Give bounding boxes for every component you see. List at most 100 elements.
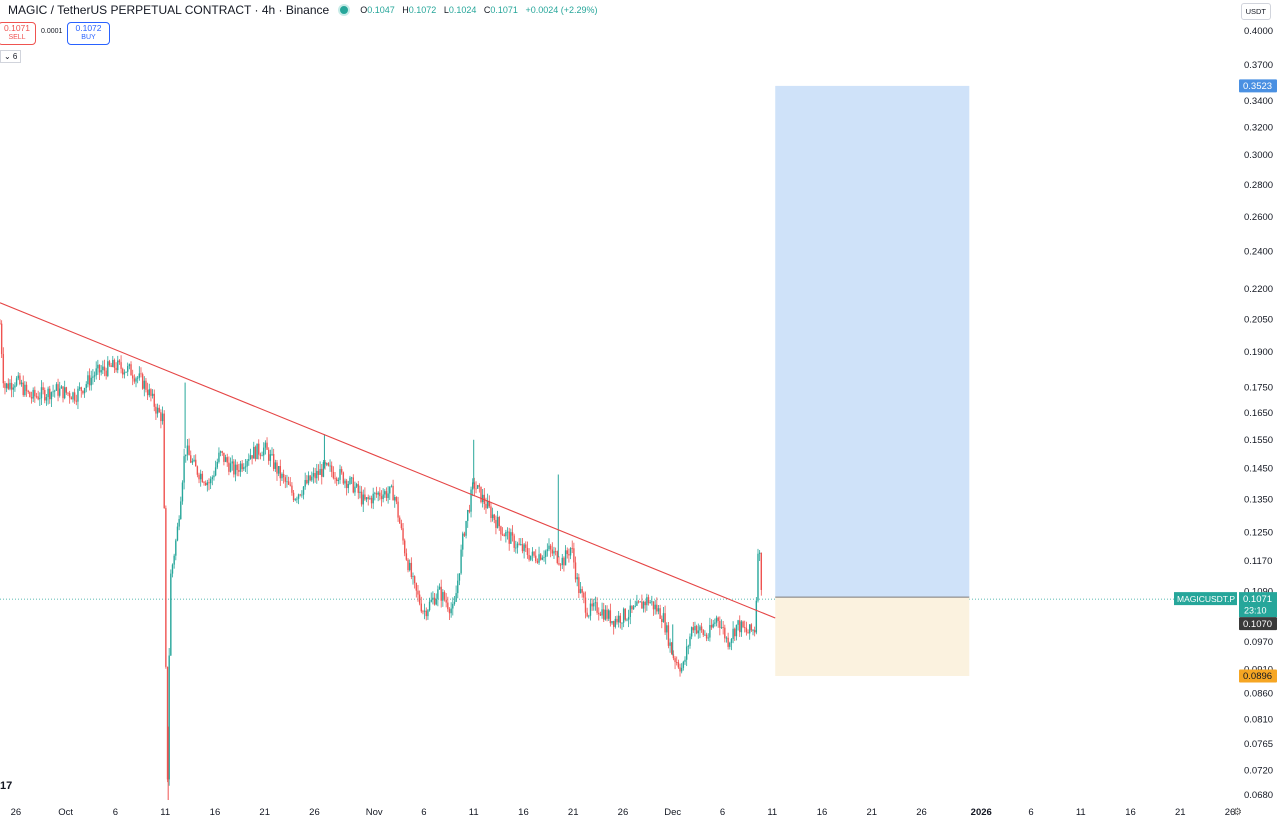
candle-body xyxy=(549,545,552,550)
y-tick-label: 0.3000 xyxy=(1244,150,1273,161)
candle-body xyxy=(420,603,422,612)
candle-body xyxy=(317,470,320,475)
y-tick-label: 0.2600 xyxy=(1244,212,1273,223)
candle-body xyxy=(727,637,729,647)
candle-body xyxy=(254,446,257,460)
candle-body xyxy=(221,451,223,453)
candle-body xyxy=(218,452,220,462)
candle-body xyxy=(551,549,554,554)
candle-body xyxy=(321,468,323,477)
candle-body xyxy=(264,442,267,448)
candle-body xyxy=(399,517,401,524)
candle-body xyxy=(470,489,472,512)
candle-body xyxy=(621,622,623,624)
candle-body xyxy=(170,573,172,656)
last-price-bg xyxy=(1239,592,1277,618)
symbol-title[interactable]: MAGIC / TetherUS PERPETUAL CONTRACT · 4h… xyxy=(8,3,330,17)
candle-body xyxy=(228,462,230,472)
candle-body xyxy=(54,390,56,392)
candle-body xyxy=(198,474,200,480)
candle-body xyxy=(578,577,580,594)
candle-body xyxy=(614,618,617,627)
candle-body xyxy=(319,468,321,475)
candle-body xyxy=(448,609,451,614)
candle-body xyxy=(384,491,386,495)
candle-body xyxy=(511,532,514,536)
target-zone[interactable] xyxy=(775,85,970,598)
candle-body xyxy=(243,467,245,470)
x-tick-label: 21 xyxy=(568,807,579,818)
candle-body xyxy=(596,602,598,613)
stop-price-label: 0.0896 xyxy=(1239,669,1277,683)
settings-gear-icon[interactable]: ⚙ xyxy=(1233,807,1242,818)
candle-body xyxy=(37,396,39,400)
candle-body xyxy=(490,506,492,519)
candle-body xyxy=(140,373,142,375)
candle-body xyxy=(14,385,16,388)
candle-body xyxy=(430,599,432,602)
x-tick-label: 16 xyxy=(817,807,828,818)
trendline[interactable] xyxy=(0,302,776,619)
y-tick-label: 0.2200 xyxy=(1244,284,1273,295)
candle-body xyxy=(352,477,354,493)
candle-body xyxy=(88,375,91,386)
candle-body xyxy=(495,519,497,528)
x-tick-label: 6 xyxy=(421,807,426,818)
candle-body xyxy=(115,367,117,371)
candle-body xyxy=(601,609,603,616)
candle-body xyxy=(604,609,607,620)
candle-body xyxy=(329,465,331,467)
candle-body xyxy=(266,442,268,450)
tradingview-logo: 17 xyxy=(0,780,13,792)
candle-body xyxy=(307,475,310,484)
sell-button[interactable]: 0.1071 SELL xyxy=(0,22,36,45)
candle-body xyxy=(753,630,756,633)
candle-body xyxy=(287,481,290,485)
buy-button[interactable]: 0.1072 BUY xyxy=(67,22,110,45)
candle-body xyxy=(611,620,613,624)
candle-body xyxy=(508,531,510,544)
y-tick-label: 0.2800 xyxy=(1244,180,1273,191)
candle-body xyxy=(190,455,192,463)
candle-body xyxy=(395,497,398,502)
candle-body xyxy=(566,550,568,555)
candle-body xyxy=(22,382,24,395)
candle-body xyxy=(344,480,346,484)
candle-body xyxy=(340,469,343,473)
stop-zone[interactable] xyxy=(775,597,970,677)
candle-body xyxy=(360,491,363,505)
candle-body xyxy=(387,493,389,498)
countdown-text: 23:10 xyxy=(1244,606,1267,616)
symbol-tag-text: MAGICUSDT.P xyxy=(1177,594,1235,604)
candle-body xyxy=(365,497,368,500)
candle-body xyxy=(639,601,641,603)
candle-body xyxy=(465,520,467,536)
candle-body xyxy=(720,627,723,628)
y-tick-label: 0.0860 xyxy=(1244,689,1273,700)
candle-body xyxy=(722,627,724,628)
candle-body xyxy=(5,383,8,389)
candle-body xyxy=(153,393,155,407)
candle-body xyxy=(166,666,169,780)
candle-body xyxy=(462,533,464,550)
candle-body xyxy=(752,630,754,631)
candle-body xyxy=(244,466,247,468)
currency-selector[interactable]: USDT xyxy=(1240,3,1271,20)
candle-body xyxy=(15,378,18,386)
candle-body xyxy=(161,413,164,422)
candle-body xyxy=(296,498,298,500)
candle-body xyxy=(402,528,404,541)
candle-body xyxy=(180,501,182,520)
candle-body xyxy=(695,626,698,634)
candle-body xyxy=(44,390,46,401)
candle-body xyxy=(332,471,335,479)
candle-body xyxy=(417,590,419,595)
target-price-label: 0.3523 xyxy=(1239,79,1277,93)
indicators-toggle[interactable]: ⌄ 6 xyxy=(0,50,22,63)
candle-body xyxy=(704,634,706,636)
candle-body xyxy=(249,455,252,460)
bid-price-label-bg xyxy=(1239,617,1277,631)
candle-body xyxy=(725,637,728,639)
y-tick-label: 0.1350 xyxy=(1244,494,1273,505)
